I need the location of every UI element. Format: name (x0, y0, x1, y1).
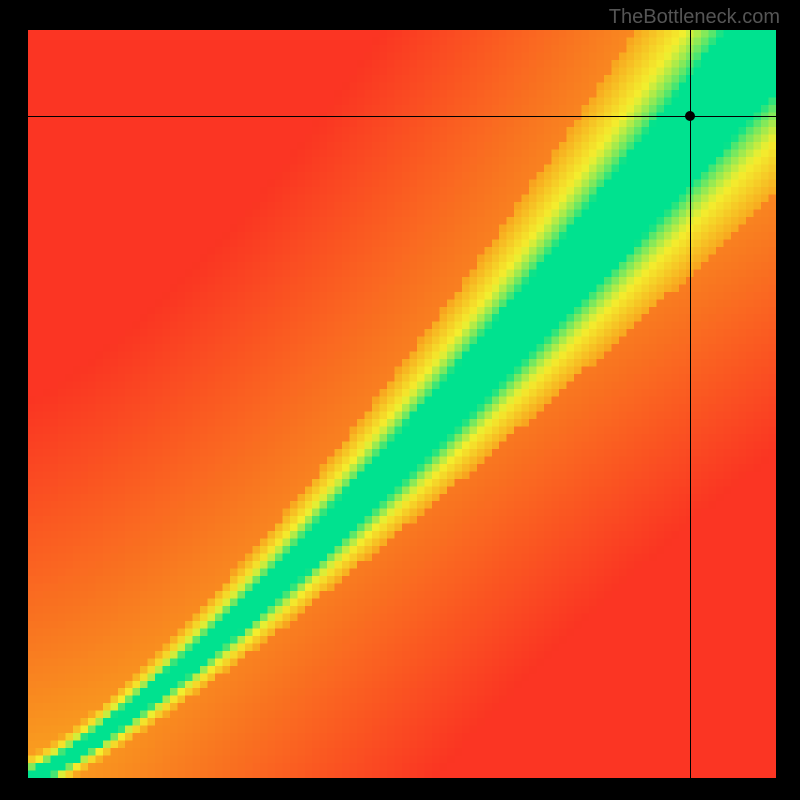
crosshair-horizontal (28, 116, 776, 117)
crosshair-vertical (690, 30, 691, 778)
heatmap-plot (28, 30, 776, 778)
watermark-text: TheBottleneck.com (609, 6, 780, 29)
heatmap-canvas (28, 30, 776, 778)
crosshair-marker (685, 111, 695, 121)
